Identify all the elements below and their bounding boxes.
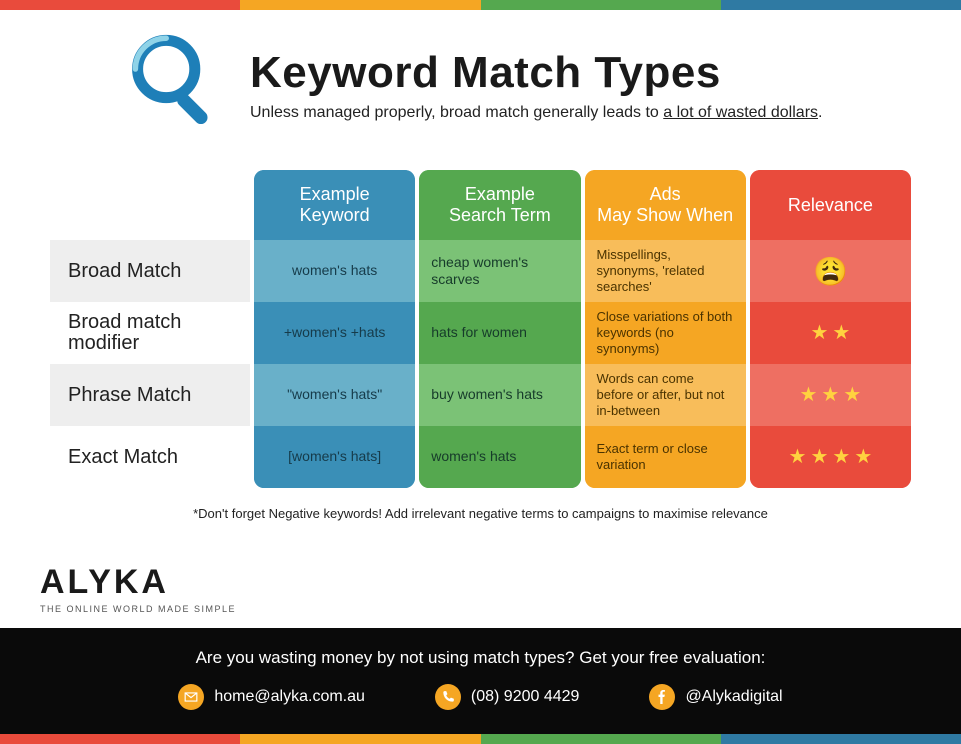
row-labels-column: Broad MatchBroad match modifierPhrase Ma… — [50, 170, 250, 488]
infographic-page: Keyword Match Types Unless managed prope… — [0, 0, 961, 744]
star-rating: ★★★★ — [762, 445, 899, 470]
table-cell: hats for women — [419, 302, 580, 364]
accent-segment — [721, 0, 961, 10]
accent-segment — [0, 734, 240, 744]
table-cell: cheap women's scarves — [419, 240, 580, 302]
title-block: Keyword Match Types Unless managed prope… — [250, 30, 891, 122]
footnote: *Don't forget Negative keywords! Add irr… — [50, 506, 911, 521]
mail-icon — [178, 684, 204, 710]
column-header: Relevance — [750, 170, 911, 240]
subtitle-underline: a lot of wasted dollars — [663, 104, 818, 121]
accent-segment — [481, 734, 721, 744]
table-cell: [women's hats] — [254, 426, 415, 488]
table-cell: women's hats — [254, 240, 415, 302]
star-icon: ★ — [854, 445, 872, 470]
email-text: home@alyka.com.au — [214, 688, 365, 706]
table-cell: women's hats — [419, 426, 580, 488]
star-icon: ★ — [799, 383, 817, 408]
contact-email[interactable]: home@alyka.com.au — [178, 684, 365, 710]
column-rel: Relevance😩★★★★★★★★★ — [750, 170, 911, 488]
phone-icon — [435, 684, 461, 710]
column-header: ExampleSearch Term — [419, 170, 580, 240]
star-rating: ★★★ — [762, 383, 899, 408]
footer: Are you wasting money by not using match… — [0, 628, 961, 744]
phone-text: (08) 9200 4429 — [471, 688, 580, 706]
contact-phone[interactable]: (08) 9200 4429 — [435, 684, 580, 710]
table-cell: Close variations of both keywords (no sy… — [585, 302, 746, 364]
brand-logo: ALYKA THE ONLINE WORLD MADE SIMPLE — [40, 563, 236, 614]
accent-segment — [0, 0, 240, 10]
star-icon: ★ — [789, 445, 807, 470]
table-cell: buy women's hats — [419, 364, 580, 426]
logo-name: ALYKA — [40, 563, 236, 602]
column-header: AdsMay Show When — [585, 170, 746, 240]
logo-tagline: THE ONLINE WORLD MADE SIMPLE — [40, 604, 236, 614]
table-cell: Words can come before or after, but not … — [585, 364, 746, 426]
contacts-row: home@alyka.com.au (08) 9200 4429 @Alykad… — [0, 684, 961, 710]
column-search: ExampleSearch Termcheap women's scarvesh… — [419, 170, 580, 488]
accent-segment — [240, 734, 480, 744]
page-title: Keyword Match Types — [250, 48, 891, 98]
table-cell: "women's hats" — [254, 364, 415, 426]
subtitle-post: . — [818, 104, 822, 121]
row-label: Phrase Match — [50, 364, 250, 426]
table-cell: 😩 — [750, 240, 911, 302]
star-rating: ★★ — [762, 321, 899, 346]
row-label: Broad Match — [50, 240, 250, 302]
star-icon: ★ — [810, 445, 828, 470]
star-icon: ★ — [843, 383, 861, 408]
table-cell: +women's +hats — [254, 302, 415, 364]
bottom-accent-bar — [0, 734, 961, 744]
accent-segment — [721, 734, 961, 744]
star-icon: ★ — [832, 321, 850, 346]
magnifier-icon — [120, 25, 230, 135]
accent-segment — [240, 0, 480, 10]
subtitle-pre: Unless managed properly, broad match gen… — [250, 104, 663, 121]
subtitle: Unless managed properly, broad match gen… — [250, 104, 891, 122]
top-accent-bar — [0, 0, 961, 10]
star-icon: ★ — [832, 445, 850, 470]
star-icon: ★ — [821, 383, 839, 408]
column-when: AdsMay Show WhenMisspellings, synonyms, … — [585, 170, 746, 488]
column-keyword: ExampleKeywordwomen's hats+women's +hats… — [254, 170, 415, 488]
table-cell: ★★★★ — [750, 426, 911, 488]
row-label: Exact Match — [50, 426, 250, 488]
column-header: ExampleKeyword — [254, 170, 415, 240]
table-cell: ★★ — [750, 302, 911, 364]
table-cell: Exact term or close variation — [585, 426, 746, 488]
star-icon: ★ — [810, 321, 828, 346]
contact-social[interactable]: @Alykadigital — [649, 684, 782, 710]
social-text: @Alykadigital — [685, 688, 782, 706]
facebook-icon — [649, 684, 675, 710]
header: Keyword Match Types Unless managed prope… — [0, 10, 961, 145]
sad-face-icon: 😩 — [813, 254, 848, 289]
table-cell: Misspellings, synonyms, 'related searche… — [585, 240, 746, 302]
cta-question: Are you wasting money by not using match… — [0, 648, 961, 668]
match-type-table: Broad MatchBroad match modifierPhrase Ma… — [50, 170, 911, 521]
cta-bar: Are you wasting money by not using match… — [0, 628, 961, 734]
row-label: Broad match modifier — [50, 302, 250, 364]
accent-segment — [481, 0, 721, 10]
table-cell: ★★★ — [750, 364, 911, 426]
